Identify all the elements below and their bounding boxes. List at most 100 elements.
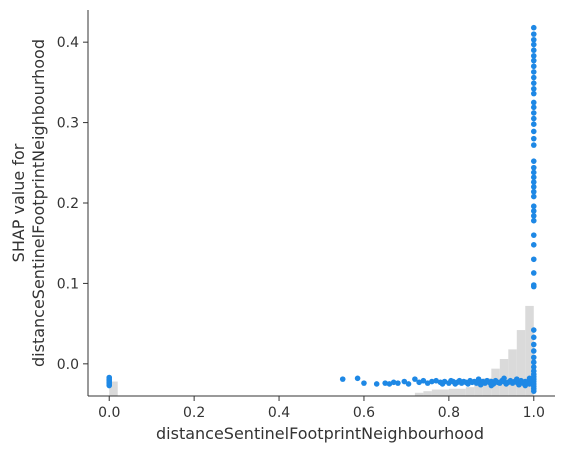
data-point: [412, 376, 418, 382]
data-point: [354, 375, 361, 382]
data-point: [530, 242, 537, 248]
histogram-bar: [448, 388, 466, 396]
data-point: [386, 381, 393, 387]
y-tick-label: 0.1: [57, 276, 79, 292]
data-point: [530, 174, 537, 181]
y-tick-label: 0.2: [57, 196, 79, 212]
x-tick-label: 0.4: [268, 405, 290, 421]
x-tick-label: 0.8: [438, 405, 460, 421]
histogram-bar: [516, 330, 526, 396]
data-point: [530, 74, 537, 81]
data-point: [530, 90, 537, 97]
data-point: [530, 203, 537, 210]
scatter-points-layer: [106, 24, 537, 394]
data-point: [530, 142, 537, 148]
data-point: [530, 57, 537, 64]
data-point: [530, 128, 537, 135]
data-point: [424, 380, 431, 386]
histogram-bar: [525, 305, 534, 396]
data-point: [530, 283, 537, 290]
data-point: [416, 379, 422, 386]
data-point: [530, 348, 537, 354]
data-point: [488, 382, 495, 389]
histogram-bar: [465, 387, 475, 396]
data-point: [530, 164, 537, 171]
data-point: [530, 115, 537, 122]
data-point: [530, 359, 537, 366]
data-point: [530, 188, 537, 195]
data-point: [395, 380, 401, 386]
data-point: [401, 378, 408, 385]
data-point: [530, 121, 537, 127]
histogram-bar: [423, 391, 432, 396]
data-point: [530, 135, 537, 142]
data-point: [433, 377, 439, 384]
data-point: [530, 217, 537, 224]
histogram-bar: [109, 381, 118, 396]
data-point: [530, 169, 537, 176]
x-tick-label: 0.6: [353, 405, 375, 421]
data-point: [530, 184, 537, 190]
data-point: [530, 232, 537, 238]
data-point: [530, 53, 537, 59]
data-point: [530, 354, 537, 361]
data-point: [526, 375, 533, 382]
data-point: [339, 376, 346, 382]
data-point: [530, 36, 537, 43]
data-point: [522, 382, 529, 389]
data-point: [475, 376, 482, 382]
data-point: [530, 364, 537, 370]
data-point: [429, 378, 435, 385]
data-point: [390, 379, 397, 386]
data-point: [373, 381, 380, 387]
data-point: [530, 213, 537, 219]
data-point: [530, 179, 537, 185]
data-point: [530, 69, 537, 75]
data-point: [530, 47, 537, 54]
y-axis-label: SHAP value for distanceSentinelFootprint…: [9, 39, 48, 367]
histogram-bar: [414, 392, 424, 396]
data-point: [530, 86, 537, 92]
data-point: [106, 382, 113, 389]
data-point: [530, 388, 537, 394]
data-point: [382, 380, 388, 386]
x-tick-label: 0.0: [98, 405, 120, 421]
histogram-bar: [482, 378, 492, 396]
x-tick-label: 1.0: [523, 405, 545, 421]
data-point: [441, 378, 448, 385]
y-tick-label: 0.0: [57, 357, 79, 373]
x-tick-label: 0.2: [183, 405, 205, 421]
data-point: [530, 31, 537, 37]
y-axis-label-line-2: distanceSentinelFootprintNeighbourhood: [29, 39, 48, 367]
y-axis-label-line-1: SHAP value for: [9, 143, 28, 262]
data-point: [513, 376, 520, 382]
data-point: [530, 341, 537, 348]
data-point: [530, 334, 537, 341]
data-point: [530, 193, 537, 200]
histogram-bar: [508, 349, 517, 396]
data-point: [501, 375, 507, 382]
data-point: [530, 158, 537, 164]
data-point: [530, 327, 537, 333]
data-point: [530, 99, 537, 106]
data-point: [530, 110, 537, 116]
data-point: [530, 208, 537, 214]
histogram-bar: [474, 383, 483, 396]
data-point: [361, 380, 367, 386]
x-axis-label: distanceSentinelFootprintNeighbourhood: [156, 424, 484, 443]
data-point: [530, 270, 537, 276]
data-point: [530, 256, 537, 263]
y-axis-ticks: 0.0 0.1 0.2 0.3 0.4: [57, 35, 88, 373]
data-point: [530, 104, 537, 111]
data-point: [530, 41, 537, 48]
y-tick-label: 0.4: [57, 35, 79, 51]
data-point: [530, 80, 537, 86]
y-tick-label: 0.3: [57, 116, 79, 132]
data-point: [405, 381, 412, 387]
data-point: [530, 63, 537, 70]
data-point: [530, 24, 537, 31]
histogram-bar: [431, 389, 449, 396]
x-axis-ticks: 0.0 0.2 0.4 0.6 0.8 1.0: [98, 396, 545, 421]
